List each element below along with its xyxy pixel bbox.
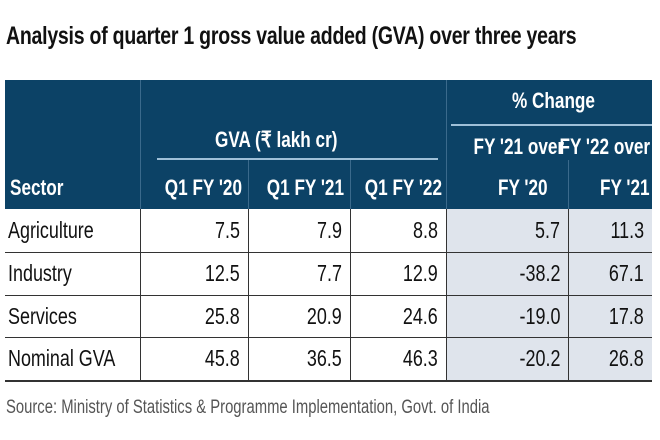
value-cell: 11.3 [610, 217, 644, 243]
col-header-q1fy20: Q1 FY '20 [164, 175, 242, 200]
sector-cell: Services [8, 302, 77, 329]
value-cell: 67.1 [609, 259, 644, 286]
header-divider [350, 160, 351, 209]
header-divider [568, 160, 569, 209]
row-divider [5, 337, 652, 339]
row-divider [5, 294, 652, 296]
sector-cell: Agriculture [8, 217, 94, 243]
col-header-q1fy21: Q1 FY '21 [266, 175, 344, 200]
value-cell: -38.2 [519, 259, 560, 286]
value-cell: 12.9 [403, 259, 438, 286]
gva-underline [157, 158, 438, 160]
column-divider [248, 209, 249, 380]
table-title: Analysis of quarter 1 gross value added … [6, 22, 577, 50]
value-cell: 36.5 [307, 345, 342, 372]
col-header-pct1-top: FY '21 over [473, 134, 564, 159]
column-divider [446, 209, 447, 380]
value-cell: 5.7 [535, 217, 560, 243]
col-header-pct2-top: FY '22 over [559, 134, 650, 159]
value-cell: 46.3 [403, 345, 438, 372]
value-cell: 45.8 [205, 345, 240, 372]
value-cell: 24.6 [403, 302, 438, 329]
pct-underline [451, 124, 652, 126]
sector-cell: Industry [8, 259, 72, 286]
header-divider [446, 80, 447, 209]
col-header-pct2-bottom: FY '21 [600, 175, 650, 200]
column-divider [140, 209, 141, 380]
table-header [5, 80, 652, 209]
row-divider [5, 251, 652, 253]
sector-cell: Nominal GVA [8, 345, 116, 372]
value-cell: 7.5 [215, 217, 240, 243]
value-cell: 7.9 [317, 217, 342, 243]
gva-group-header: GVA (₹ lakh cr) [215, 127, 338, 152]
value-cell: -19.0 [519, 302, 560, 329]
source-note: Source: Ministry of Statistics & Program… [6, 397, 490, 418]
col-header-q1fy22: Q1 FY '22 [364, 175, 442, 200]
pct-group-header: % Change [512, 88, 595, 113]
row-divider [5, 380, 652, 382]
col-header-pct1-bottom: FY '20 [498, 175, 548, 200]
value-cell: 25.8 [205, 302, 240, 329]
value-cell: 26.8 [609, 345, 644, 372]
value-cell: 12.5 [205, 259, 240, 286]
value-cell: 8.8 [413, 217, 438, 243]
header-divider [140, 80, 141, 209]
column-divider [350, 209, 351, 380]
column-divider [568, 209, 569, 380]
col-header-sector: Sector [10, 175, 64, 200]
header-divider [248, 160, 249, 209]
value-cell: 7.7 [317, 259, 342, 286]
value-cell: -20.2 [519, 345, 560, 372]
value-cell: 20.9 [307, 302, 342, 329]
value-cell: 17.8 [609, 302, 644, 329]
